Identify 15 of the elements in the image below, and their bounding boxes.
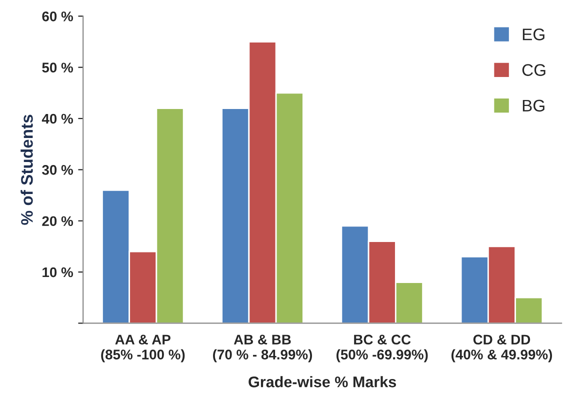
y-axis-title: % of Students xyxy=(20,114,33,225)
y-tick-label: 60 % xyxy=(42,11,73,22)
x-axis-title: Grade-wise % Marks xyxy=(248,376,396,388)
x-tick-label: BC & CC (50% -69.99%) xyxy=(336,334,428,362)
legend-label: EG xyxy=(522,28,544,40)
x-tick-label: AA & AP (85% -100 %) xyxy=(101,334,185,362)
legend-label: BG xyxy=(522,100,544,112)
y-tick-label: 40 % xyxy=(42,114,73,124)
y-tick-label: 20 % xyxy=(42,216,73,226)
legend-label: CG xyxy=(522,64,546,76)
x-tick-label: AB & BB (70 % - 84.99%) xyxy=(213,334,312,362)
y-tick-label: 30 % xyxy=(42,165,73,175)
x-tick-label: CD & DD (40% & 49.99%) xyxy=(451,334,552,362)
y-tick-label: 50 % xyxy=(42,62,73,73)
y-tick-label: 10 % xyxy=(42,267,73,278)
